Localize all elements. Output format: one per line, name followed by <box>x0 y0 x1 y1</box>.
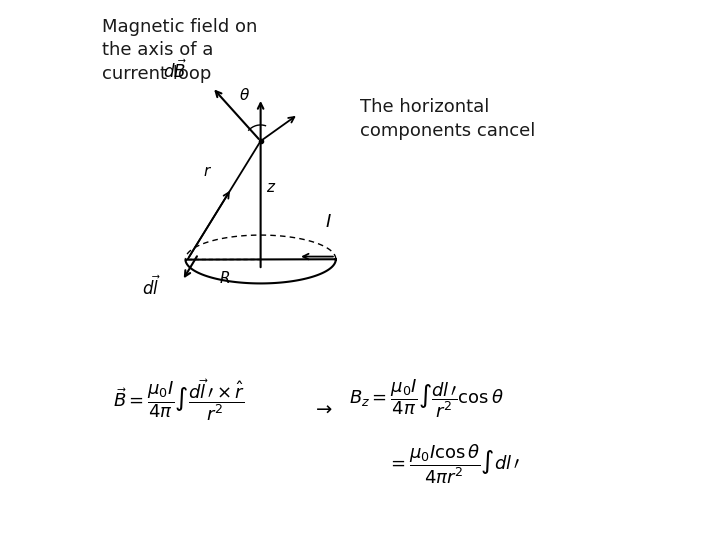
Text: $d\vec{l}$: $d\vec{l}$ <box>142 275 161 299</box>
Text: $\theta$: $\theta$ <box>239 87 250 104</box>
Text: Magnetic field on
the axis of a
current loop: Magnetic field on the axis of a current … <box>102 17 258 83</box>
Text: $\vec{B} = \dfrac{\mu_0 I}{4\pi} \int \dfrac{d\vec{l}\,\prime \times \hat{r}}{r^: $\vec{B} = \dfrac{\mu_0 I}{4\pi} \int \d… <box>113 377 245 423</box>
Text: $\rightarrow$: $\rightarrow$ <box>312 399 333 418</box>
Text: The horizontal
components cancel: The horizontal components cancel <box>360 98 536 140</box>
Text: $z$: $z$ <box>266 180 276 195</box>
Text: $R$: $R$ <box>219 270 230 286</box>
Text: $= \dfrac{\mu_0 I \cos\theta}{4\pi r^2} \int dl\,\prime$: $= \dfrac{\mu_0 I \cos\theta}{4\pi r^2} … <box>387 442 520 485</box>
Text: $d\vec{B}$: $d\vec{B}$ <box>163 59 186 82</box>
Text: $I$: $I$ <box>325 213 332 231</box>
Text: $r$: $r$ <box>204 164 212 179</box>
Text: $B_z = \dfrac{\mu_0 I}{4\pi} \int \dfrac{dl\,\prime}{r^2} \cos\theta$: $B_z = \dfrac{\mu_0 I}{4\pi} \int \dfrac… <box>349 377 504 420</box>
